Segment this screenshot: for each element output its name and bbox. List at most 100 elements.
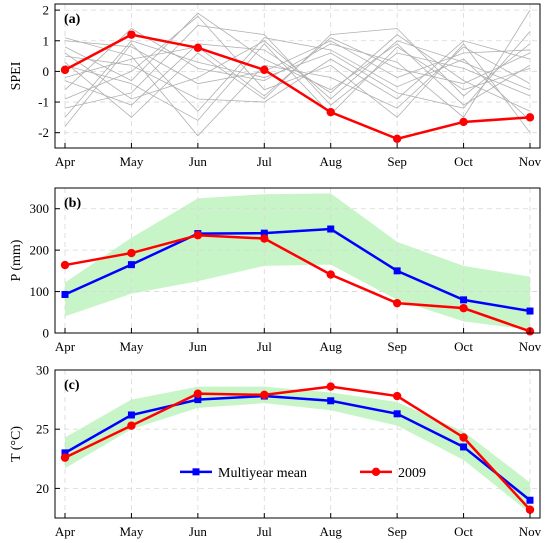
- y-tick-label: 30: [36, 363, 49, 378]
- x-tick-label: Aug: [320, 524, 343, 539]
- x-tick-label: May: [120, 339, 144, 354]
- series-mean-point: [61, 449, 69, 457]
- legend: Multiyear mean 2009: [180, 466, 426, 481]
- series-mean-point: [327, 225, 335, 233]
- x-tick-label: Aug: [320, 339, 343, 354]
- legend-mean-marker: [192, 468, 200, 476]
- x-tick-label: Jun: [189, 154, 208, 169]
- background-series-line: [64, 40, 531, 100]
- background-series-line: [64, 9, 531, 118]
- series-2009-point: [326, 107, 335, 117]
- series-mean-point: [194, 396, 202, 404]
- y-axis-label: T (°C): [9, 426, 24, 462]
- series-2009-point: [459, 117, 468, 127]
- y-axis-label: SPEI: [9, 61, 24, 90]
- x-tick-label: Oct: [454, 524, 473, 539]
- series-mean-point: [526, 307, 534, 315]
- series-mean-point: [393, 410, 401, 418]
- series-mean-point: [127, 411, 135, 419]
- y-tick-label: 20: [36, 481, 49, 496]
- series-2009-point: [260, 390, 269, 400]
- x-tick-label: Apr: [55, 154, 76, 169]
- series-mean-point: [460, 443, 468, 451]
- series-2009-point: [127, 248, 136, 258]
- x-tick-label: Nov: [519, 524, 542, 539]
- panel-a: -2 -1 0 1 2 Apr May Jun Jul Aug Sep Oct Nov SPEI (a): [9, 3, 542, 169]
- series-2009-point: [326, 382, 335, 391]
- x-tick-label: Sep: [387, 154, 407, 169]
- x-tick-label: Nov: [519, 339, 542, 354]
- y-tick-label: 200: [30, 243, 50, 258]
- background-series-line: [64, 37, 531, 97]
- x-tick-label: Jun: [189, 339, 208, 354]
- legend-mean-label: Multiyear mean: [218, 466, 307, 481]
- y-tick-label: 0: [43, 64, 50, 79]
- x-tick-label: Jul: [257, 524, 273, 539]
- panel-label: (c): [64, 378, 80, 393]
- background-series-line: [64, 37, 531, 127]
- series-mean-point: [260, 229, 268, 237]
- series-2009-point: [525, 113, 535, 122]
- x-tick-label: May: [120, 154, 144, 169]
- series-2009-point: [60, 453, 70, 462]
- series-mean-line: [64, 227, 531, 313]
- x-tick-label: Apr: [55, 524, 76, 539]
- y-tick-label: 0: [43, 326, 50, 341]
- background-series-line: [64, 43, 531, 121]
- series-2009-line: [64, 385, 531, 511]
- series-mean-point: [526, 496, 534, 504]
- background-series-line: [64, 40, 531, 103]
- y-tick-label: -2: [38, 125, 49, 140]
- plot-frame: [54, 3, 541, 149]
- panel-b: 0 100 200 300 Apr May Jun Jul Aug Sep Oct Nov P (mm)…: [9, 187, 542, 354]
- x-tick-label: Jul: [257, 339, 273, 354]
- series-2009-point: [127, 421, 136, 430]
- panel-label: (a): [64, 12, 81, 27]
- x-tick-label: Oct: [454, 154, 473, 169]
- x-tick-label: Apr: [55, 339, 76, 354]
- y-tick-label: 300: [30, 201, 50, 216]
- x-tick-label: May: [120, 524, 144, 539]
- series-mean-point: [327, 397, 335, 405]
- series-mean-point: [460, 296, 468, 304]
- series-mean-line: [64, 394, 531, 502]
- background-series-line: [64, 15, 531, 133]
- series-2009-point: [326, 270, 335, 279]
- series-2009-point: [193, 231, 203, 240]
- plot-frame: [54, 187, 541, 334]
- series-mean-point: [61, 290, 69, 298]
- series-2009-point: [392, 298, 402, 308]
- panel-c: 20 25 30 Apr May Jun Jul Aug Sep Oct Nov T (°C) (c) M…: [9, 363, 542, 540]
- x-tick-label: Sep: [387, 524, 407, 539]
- range-band: [65, 193, 530, 330]
- background-series-line: [64, 40, 531, 85]
- series-mean-point: [393, 267, 401, 275]
- y-tick-label: -1: [38, 95, 49, 110]
- y-tick-label: 1: [43, 33, 50, 48]
- series-2009-point: [392, 134, 402, 144]
- panel-label: (b): [64, 196, 81, 211]
- x-tick-label: Jun: [189, 524, 208, 539]
- series-2009-line: [64, 33, 531, 141]
- y-axis-label: P (mm): [9, 239, 24, 281]
- series-2009-point: [127, 30, 136, 39]
- series-2009-point: [260, 234, 269, 243]
- legend-2009-marker: [371, 467, 381, 477]
- series-2009-point: [459, 303, 468, 313]
- series-2009-point: [525, 505, 535, 514]
- series-2009-point: [193, 43, 203, 53]
- y-tick-label: 100: [30, 284, 50, 299]
- background-series-line: [64, 34, 531, 112]
- series-2009-point: [193, 389, 203, 398]
- x-tick-label: Nov: [519, 154, 542, 169]
- legend-2009-label: 2009: [398, 466, 426, 481]
- series-2009-point: [260, 65, 269, 75]
- plot-frame: [54, 369, 541, 519]
- x-tick-label: Jul: [257, 154, 273, 169]
- series-2009-point: [60, 65, 70, 75]
- y-tick-label: 25: [36, 422, 49, 437]
- x-tick-label: Sep: [387, 339, 407, 354]
- background-series-line: [64, 31, 531, 118]
- series-2009-point: [392, 391, 402, 401]
- range-band: [65, 386, 530, 514]
